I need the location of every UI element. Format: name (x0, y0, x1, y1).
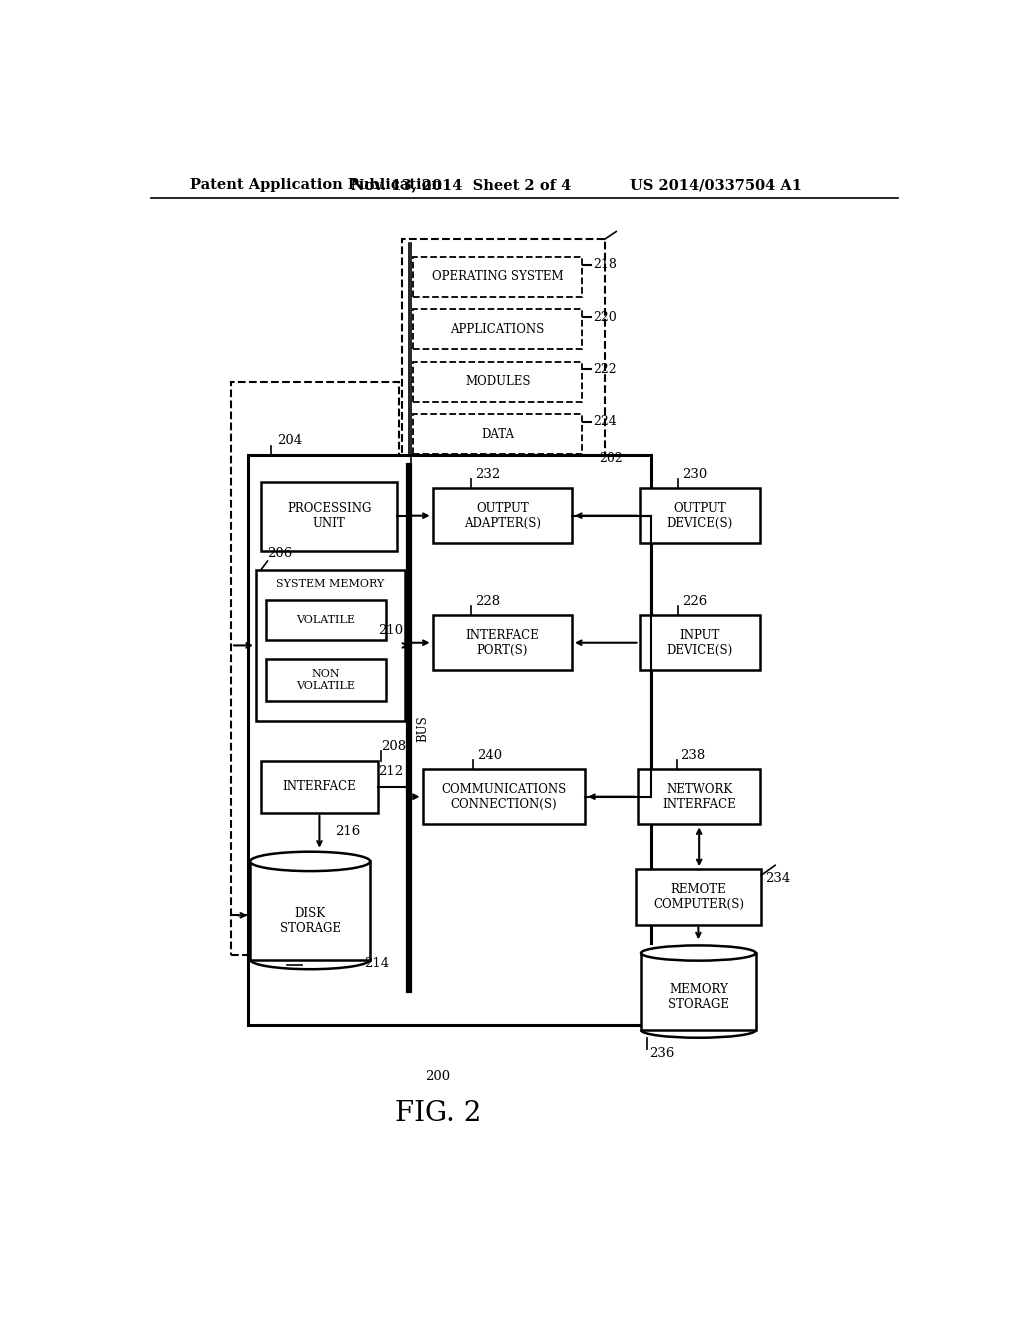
Text: OUTPUT
ADAPTER(S): OUTPUT ADAPTER(S) (464, 502, 541, 529)
Text: SYSTEM MEMORY: SYSTEM MEMORY (276, 579, 384, 589)
Bar (636, 869, 761, 924)
Bar (432, 488, 572, 544)
Text: 224: 224 (593, 416, 616, 428)
Text: BUS: BUS (417, 715, 429, 742)
Text: 228: 228 (475, 594, 501, 607)
Bar (261, 760, 378, 813)
Bar (248, 455, 651, 1024)
Bar (638, 770, 761, 825)
Bar (423, 770, 586, 825)
Text: Nov. 13, 2014  Sheet 2 of 4: Nov. 13, 2014 Sheet 2 of 4 (351, 178, 571, 193)
Bar (261, 482, 397, 552)
Text: 234: 234 (765, 871, 791, 884)
Text: OPERATING SYSTEM: OPERATING SYSTEM (432, 271, 563, 284)
Text: 238: 238 (681, 748, 706, 762)
Text: COMMUNICATIONS
CONNECTION(S): COMMUNICATIONS CONNECTION(S) (441, 783, 566, 810)
Text: 216: 216 (335, 825, 360, 838)
Ellipse shape (641, 945, 756, 961)
Bar (266, 659, 386, 701)
Bar (401, 239, 604, 466)
Text: 208: 208 (381, 741, 407, 754)
Text: 204: 204 (278, 434, 303, 447)
Bar (231, 381, 399, 956)
Bar (641, 953, 756, 1030)
Bar (432, 615, 572, 671)
Text: 222: 222 (593, 363, 616, 376)
Bar (414, 414, 583, 454)
Text: NON
VOLATILE: NON VOLATILE (297, 669, 355, 690)
Text: Patent Application Publication: Patent Application Publication (190, 178, 442, 193)
Bar (250, 851, 371, 863)
Text: 220: 220 (593, 310, 616, 323)
Bar (250, 862, 371, 960)
Text: 212: 212 (378, 764, 403, 777)
Text: 206: 206 (267, 546, 293, 560)
Bar (266, 599, 386, 640)
Bar (640, 488, 760, 544)
Text: 200: 200 (425, 1069, 451, 1082)
Bar (256, 570, 404, 721)
Text: FIG. 2: FIG. 2 (395, 1100, 481, 1127)
Text: INTERFACE
PORT(S): INTERFACE PORT(S) (466, 628, 540, 657)
Text: 210: 210 (378, 623, 403, 636)
Text: APPLICATIONS: APPLICATIONS (451, 323, 545, 335)
Text: 236: 236 (649, 1047, 674, 1060)
Text: MEMORY
STORAGE: MEMORY STORAGE (668, 983, 729, 1011)
Text: 214: 214 (364, 957, 389, 970)
Text: 232: 232 (475, 467, 501, 480)
Text: 218: 218 (593, 259, 616, 271)
Text: DISK
STORAGE: DISK STORAGE (280, 907, 341, 935)
Text: 226: 226 (682, 594, 708, 607)
Bar (641, 945, 756, 954)
Text: INPUT
DEVICE(S): INPUT DEVICE(S) (667, 628, 733, 657)
Text: NETWORK
INTERFACE: NETWORK INTERFACE (663, 783, 736, 810)
Bar (414, 309, 583, 350)
Bar (414, 257, 583, 297)
Text: 202: 202 (599, 453, 623, 465)
Text: 230: 230 (682, 467, 708, 480)
Text: INTERFACE: INTERFACE (283, 780, 356, 793)
Text: DATA: DATA (481, 428, 514, 441)
Text: REMOTE
COMPUTER(S): REMOTE COMPUTER(S) (653, 883, 743, 911)
Bar (414, 362, 583, 401)
Ellipse shape (250, 851, 371, 871)
Text: VOLATILE: VOLATILE (297, 615, 355, 624)
Bar (640, 615, 760, 671)
Text: PROCESSING
UNIT: PROCESSING UNIT (287, 503, 372, 531)
Text: MODULES: MODULES (465, 375, 530, 388)
Text: US 2014/0337504 A1: US 2014/0337504 A1 (630, 178, 802, 193)
Text: OUTPUT
DEVICE(S): OUTPUT DEVICE(S) (667, 502, 733, 529)
Text: 240: 240 (477, 748, 502, 762)
